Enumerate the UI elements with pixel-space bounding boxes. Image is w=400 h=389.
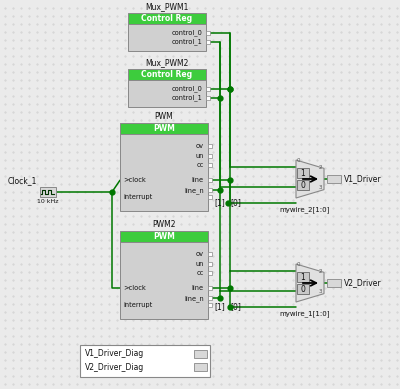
Text: 0: 0: [297, 158, 300, 163]
Text: Mux_PWM1: Mux_PWM1: [145, 2, 189, 11]
Bar: [208, 188, 212, 192]
Text: cc: cc: [197, 270, 204, 276]
Text: PWM: PWM: [153, 124, 175, 133]
Text: line_n: line_n: [184, 187, 204, 194]
Bar: [128, 24, 206, 51]
Text: control_1: control_1: [171, 95, 202, 102]
Text: cc: cc: [197, 162, 204, 168]
Bar: [327, 279, 341, 287]
Bar: [208, 296, 212, 300]
Text: interrupt: interrupt: [123, 302, 152, 308]
Text: line: line: [192, 285, 204, 291]
Text: interrupt: interrupt: [123, 194, 152, 200]
Text: 2: 2: [319, 269, 322, 274]
Text: 0: 0: [297, 262, 300, 267]
Bar: [208, 178, 212, 182]
Bar: [206, 96, 210, 100]
Text: PWM: PWM: [155, 112, 173, 121]
Bar: [206, 87, 210, 91]
Text: Clock_1: Clock_1: [8, 176, 37, 185]
Text: control_1: control_1: [171, 39, 202, 46]
Text: V1_Driver: V1_Driver: [344, 175, 382, 184]
Bar: [208, 195, 212, 199]
Bar: [128, 13, 206, 24]
Bar: [208, 252, 212, 256]
Bar: [206, 31, 210, 35]
Bar: [208, 286, 212, 290]
Text: Control Reg: Control Reg: [142, 70, 192, 79]
Polygon shape: [296, 264, 324, 302]
Polygon shape: [296, 160, 324, 198]
Bar: [297, 180, 309, 190]
Bar: [80, 345, 210, 377]
Bar: [208, 261, 212, 266]
Text: [0]: [0]: [230, 303, 241, 312]
Text: [0]: [0]: [230, 198, 241, 207]
Text: Control Reg: Control Reg: [142, 14, 192, 23]
Text: 2: 2: [319, 165, 322, 170]
Bar: [120, 134, 208, 211]
Text: un: un: [196, 152, 204, 159]
Text: 1: 1: [301, 168, 305, 177]
Text: control_0: control_0: [171, 30, 202, 37]
Text: [1]: [1]: [214, 198, 225, 207]
Text: mywire_1[1:0]: mywire_1[1:0]: [280, 310, 330, 317]
Text: 3: 3: [319, 289, 322, 294]
Bar: [327, 175, 341, 183]
Text: PWM2: PWM2: [152, 220, 176, 229]
Text: ov: ov: [196, 251, 204, 257]
Bar: [128, 80, 206, 107]
Text: 0: 0: [300, 284, 306, 293]
Bar: [208, 271, 212, 275]
Bar: [208, 144, 212, 148]
Text: 10 kHz: 10 kHz: [37, 199, 59, 204]
Text: control_0: control_0: [171, 86, 202, 92]
Bar: [128, 69, 206, 80]
Bar: [297, 284, 309, 294]
Text: V1_Driver_Diag: V1_Driver_Diag: [85, 349, 144, 359]
Text: >clock: >clock: [123, 177, 146, 183]
Text: V2_Driver: V2_Driver: [344, 279, 382, 287]
Text: 0: 0: [300, 180, 306, 189]
Bar: [208, 303, 212, 307]
Text: >clock: >clock: [123, 285, 146, 291]
Text: 3: 3: [319, 185, 322, 190]
Bar: [208, 154, 212, 158]
Bar: [297, 168, 309, 178]
Text: V2_Driver_Diag: V2_Driver_Diag: [85, 363, 144, 371]
Bar: [194, 363, 207, 371]
Text: line_n: line_n: [184, 295, 204, 301]
Bar: [206, 40, 210, 44]
Text: Mux_PWM2: Mux_PWM2: [145, 58, 189, 67]
Bar: [120, 242, 208, 319]
Text: ov: ov: [196, 143, 204, 149]
Text: un: un: [196, 261, 204, 266]
Text: line: line: [192, 177, 204, 183]
Bar: [208, 163, 212, 167]
Bar: [120, 123, 208, 134]
Bar: [120, 231, 208, 242]
Text: 1: 1: [301, 273, 305, 282]
Text: [1]: [1]: [214, 303, 225, 312]
Text: PWM: PWM: [153, 232, 175, 241]
Bar: [40, 187, 56, 197]
Bar: [297, 272, 309, 282]
Bar: [194, 350, 207, 358]
Text: mywire_2[1:0]: mywire_2[1:0]: [280, 206, 330, 213]
